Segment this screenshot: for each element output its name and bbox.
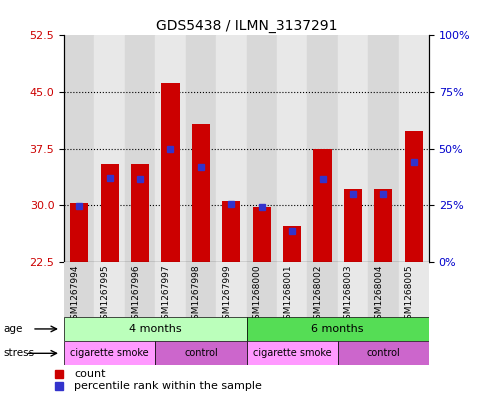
Text: GSM1268003: GSM1268003	[344, 264, 353, 325]
Bar	[155, 262, 186, 317]
Text: GSM1267998: GSM1267998	[192, 264, 201, 325]
Bar	[222, 201, 241, 262]
Bar	[277, 262, 307, 317]
Text: GSM1268000: GSM1268000	[253, 264, 262, 325]
Bar	[246, 35, 277, 262]
Bar	[186, 262, 216, 317]
Bar	[283, 226, 301, 262]
Text: percentile rank within the sample: percentile rank within the sample	[74, 381, 262, 391]
Bar	[307, 262, 338, 317]
Bar	[155, 341, 246, 365]
Title: GDS5438 / ILMN_3137291: GDS5438 / ILMN_3137291	[156, 19, 337, 33]
Bar	[252, 207, 271, 262]
Bar	[64, 262, 95, 317]
Text: GSM1267997: GSM1267997	[162, 264, 171, 325]
Bar	[246, 317, 429, 341]
Bar	[374, 189, 392, 262]
Text: GSM1268002: GSM1268002	[314, 264, 322, 325]
Bar	[314, 149, 332, 262]
Text: stress: stress	[3, 348, 35, 358]
Bar	[368, 262, 398, 317]
Bar	[95, 35, 125, 262]
Bar	[70, 203, 88, 262]
Bar	[398, 35, 429, 262]
Bar	[344, 189, 362, 262]
Bar	[398, 262, 429, 317]
Bar	[216, 35, 246, 262]
Bar	[216, 262, 246, 317]
Bar	[405, 131, 423, 262]
Text: count: count	[74, 369, 106, 379]
Text: GSM1267999: GSM1267999	[222, 264, 231, 325]
Bar	[186, 35, 216, 262]
Text: control: control	[366, 348, 400, 358]
Bar	[125, 35, 155, 262]
Bar	[338, 262, 368, 317]
Text: GSM1268001: GSM1268001	[283, 264, 292, 325]
Bar	[64, 341, 155, 365]
Bar	[125, 262, 155, 317]
Text: GSM1267996: GSM1267996	[131, 264, 140, 325]
Bar	[64, 317, 246, 341]
Bar	[338, 341, 429, 365]
Bar	[101, 163, 119, 262]
Text: 6 months: 6 months	[312, 324, 364, 334]
Text: 4 months: 4 months	[129, 324, 181, 334]
Bar	[338, 35, 368, 262]
Text: GSM1268005: GSM1268005	[405, 264, 414, 325]
Bar	[155, 35, 186, 262]
Bar	[277, 35, 307, 262]
Text: GSM1267995: GSM1267995	[101, 264, 109, 325]
Text: cigarette smoke: cigarette smoke	[70, 348, 149, 358]
Text: GSM1267994: GSM1267994	[70, 264, 79, 325]
Bar	[64, 35, 95, 262]
Bar	[246, 262, 277, 317]
Bar	[95, 262, 125, 317]
Bar	[192, 124, 210, 262]
Bar	[368, 35, 398, 262]
Bar	[161, 83, 179, 262]
Text: age: age	[3, 324, 23, 334]
Bar	[131, 164, 149, 262]
Text: cigarette smoke: cigarette smoke	[253, 348, 331, 358]
Text: control: control	[184, 348, 218, 358]
Bar	[246, 341, 338, 365]
Bar	[307, 35, 338, 262]
Text: GSM1268004: GSM1268004	[374, 264, 384, 325]
